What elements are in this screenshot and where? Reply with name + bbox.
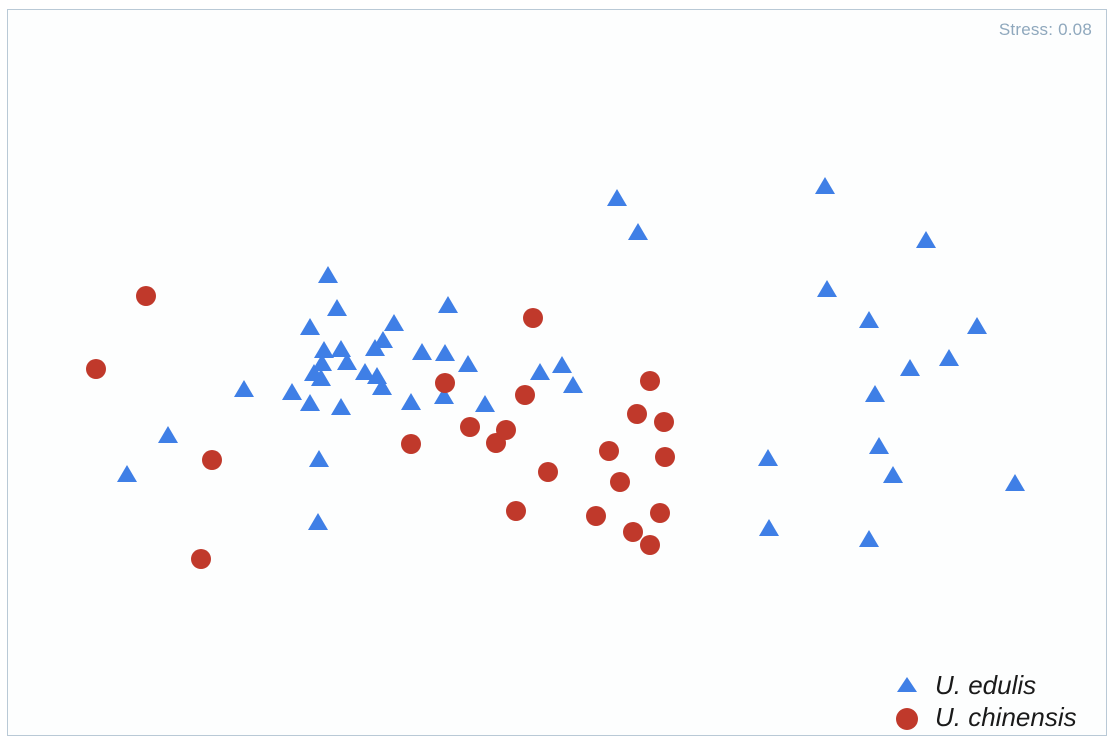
edulis-point-10 (314, 341, 334, 358)
edulis-point-38 (817, 280, 837, 297)
edulis-point-40 (900, 359, 920, 376)
chinensis-point-6 (460, 417, 480, 437)
chinensis-point-9 (506, 501, 526, 521)
edulis-point-43 (883, 466, 903, 483)
chinensis-point-8 (496, 420, 516, 440)
chinensis-point-2 (202, 450, 222, 470)
circle-marker-icon (896, 708, 918, 730)
edulis-point-28 (434, 387, 454, 404)
chinensis-point-1 (86, 359, 106, 379)
legend-label-chinensis: U. chinensis (935, 702, 1077, 732)
legend-label-edulis: U. edulis (935, 670, 1037, 700)
edulis-point-13 (312, 354, 332, 371)
chinensis-point-20 (627, 404, 647, 424)
edulis-point-16 (331, 398, 351, 415)
edulis-point-6 (308, 513, 328, 530)
edulis-point-8 (327, 299, 347, 316)
edulis-point-37 (815, 177, 835, 194)
triangle-marker-icon (897, 677, 917, 692)
edulis-point-3 (282, 383, 302, 400)
chinensis-point-11 (523, 308, 543, 328)
edulis-point-17 (355, 363, 375, 380)
chinensis-point-13 (586, 506, 606, 526)
chinensis-point-12 (538, 462, 558, 482)
edulis-point-5 (309, 450, 329, 467)
chinensis-point-3 (191, 549, 211, 569)
edulis-point-26 (438, 296, 458, 313)
edulis-point-12 (337, 353, 357, 370)
edulis-point-48 (1005, 474, 1025, 491)
edulis-point-9 (300, 318, 320, 335)
chinensis-point-19 (640, 371, 660, 391)
edulis-point-1 (158, 426, 178, 443)
edulis-point-19 (373, 331, 393, 348)
chinensis-point-17 (640, 535, 660, 555)
stress-value: Stress: 0.08 (998, 20, 1092, 39)
edulis-point-45 (916, 231, 936, 248)
edulis-point-39 (859, 311, 879, 328)
edulis-point-33 (607, 189, 627, 206)
chinensis-point-4 (401, 434, 421, 454)
edulis-point-46 (939, 349, 959, 366)
legend-item-chinensis: U. chinensis (890, 702, 1110, 732)
edulis-point-32 (563, 376, 583, 393)
chinensis-point-0 (136, 286, 156, 306)
edulis-point-2 (234, 380, 254, 397)
edulis-point-29 (475, 395, 495, 412)
edulis-point-34 (628, 223, 648, 240)
edulis-point-23 (401, 393, 421, 410)
edulis-point-0 (117, 465, 137, 482)
edulis-point-11 (331, 340, 351, 357)
edulis-point-44 (859, 530, 879, 547)
edulis-point-4 (300, 394, 320, 411)
edulis-point-42 (869, 437, 889, 454)
chinensis-point-15 (610, 472, 630, 492)
edulis-point-30 (530, 363, 550, 380)
chinensis-point-22 (655, 447, 675, 467)
edulis-point-25 (435, 344, 455, 361)
chinensis-point-16 (623, 522, 643, 542)
legend-item-edulis: U. edulis (890, 670, 1110, 700)
edulis-point-24 (412, 343, 432, 360)
edulis-point-47 (967, 317, 987, 334)
edulis-point-36 (759, 519, 779, 536)
chinensis-point-18 (650, 503, 670, 523)
edulis-point-41 (865, 385, 885, 402)
chinensis-point-14 (599, 441, 619, 461)
edulis-point-7 (318, 266, 338, 283)
edulis-point-31 (552, 356, 572, 373)
edulis-point-22 (372, 378, 392, 395)
edulis-point-27 (458, 355, 478, 372)
edulis-point-20 (384, 314, 404, 331)
edulis-point-15 (311, 369, 331, 386)
chinensis-point-5 (435, 373, 455, 393)
chinensis-point-10 (515, 385, 535, 405)
chinensis-point-21 (654, 412, 674, 432)
edulis-point-35 (758, 449, 778, 466)
